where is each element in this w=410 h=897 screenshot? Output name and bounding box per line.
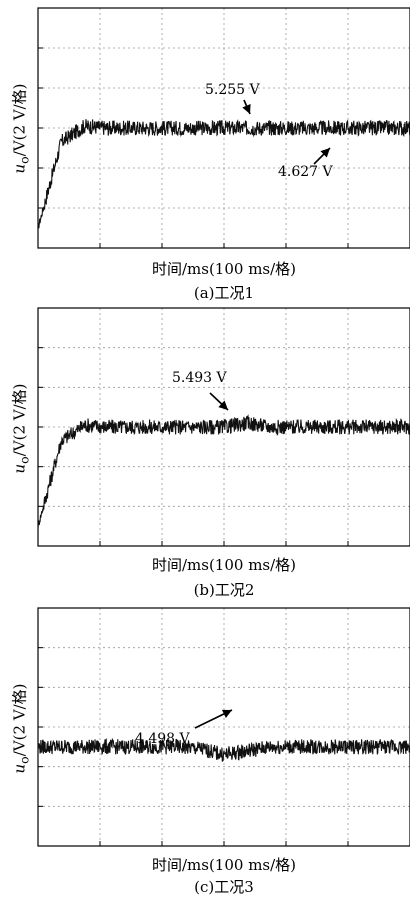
plot-area-a (37, 7, 410, 249)
annotation-5493: 5.493 V (172, 370, 227, 386)
x-axis-label-b: 时间/ms(100 ms/格) (151, 556, 297, 574)
series-waveform (37, 119, 410, 229)
plot-area-b (37, 307, 410, 547)
annotation-4627: 4.627 V (278, 164, 333, 180)
x-axis-label-a: 时间/ms(100 ms/格) (151, 260, 297, 278)
series-waveform (37, 737, 410, 762)
chart-panel-a: uo/V(2 V/格) 5.255 V 4.627 V 时间/ms(100 ms… (0, 0, 410, 302)
annotation-arrow (209, 392, 229, 411)
chart-panel-c: uo/V(2 V/格) 4.498 V 时间/ms(100 ms/格) (c)工… (0, 600, 410, 896)
annotation-5255: 5.255 V (205, 82, 260, 98)
annotation-arrow (242, 99, 251, 115)
annotation-arrow (194, 709, 233, 729)
y-axis-label-c: uo/V(2 V/格) (10, 683, 32, 773)
plot-area-c (37, 607, 410, 847)
grid (38, 608, 410, 846)
caption-c: (c)工况3 (194, 878, 254, 896)
annotation-arrow (313, 147, 331, 165)
caption-a: (a)工况1 (193, 284, 255, 302)
y-axis-label-a: uo/V(2 V/格) (10, 83, 32, 173)
series-waveform (37, 414, 410, 530)
y-axis-label-b: uo/V(2 V/格) (10, 383, 32, 473)
annotation-4498: 4.498 V (135, 731, 190, 747)
chart-panel-b: uo/V(2 V/格) 5.493 V 时间/ms(100 ms/格) (b)工… (0, 300, 410, 600)
caption-b: (b)工况2 (193, 581, 255, 599)
x-axis-label-c: 时间/ms(100 ms/格) (151, 856, 297, 874)
